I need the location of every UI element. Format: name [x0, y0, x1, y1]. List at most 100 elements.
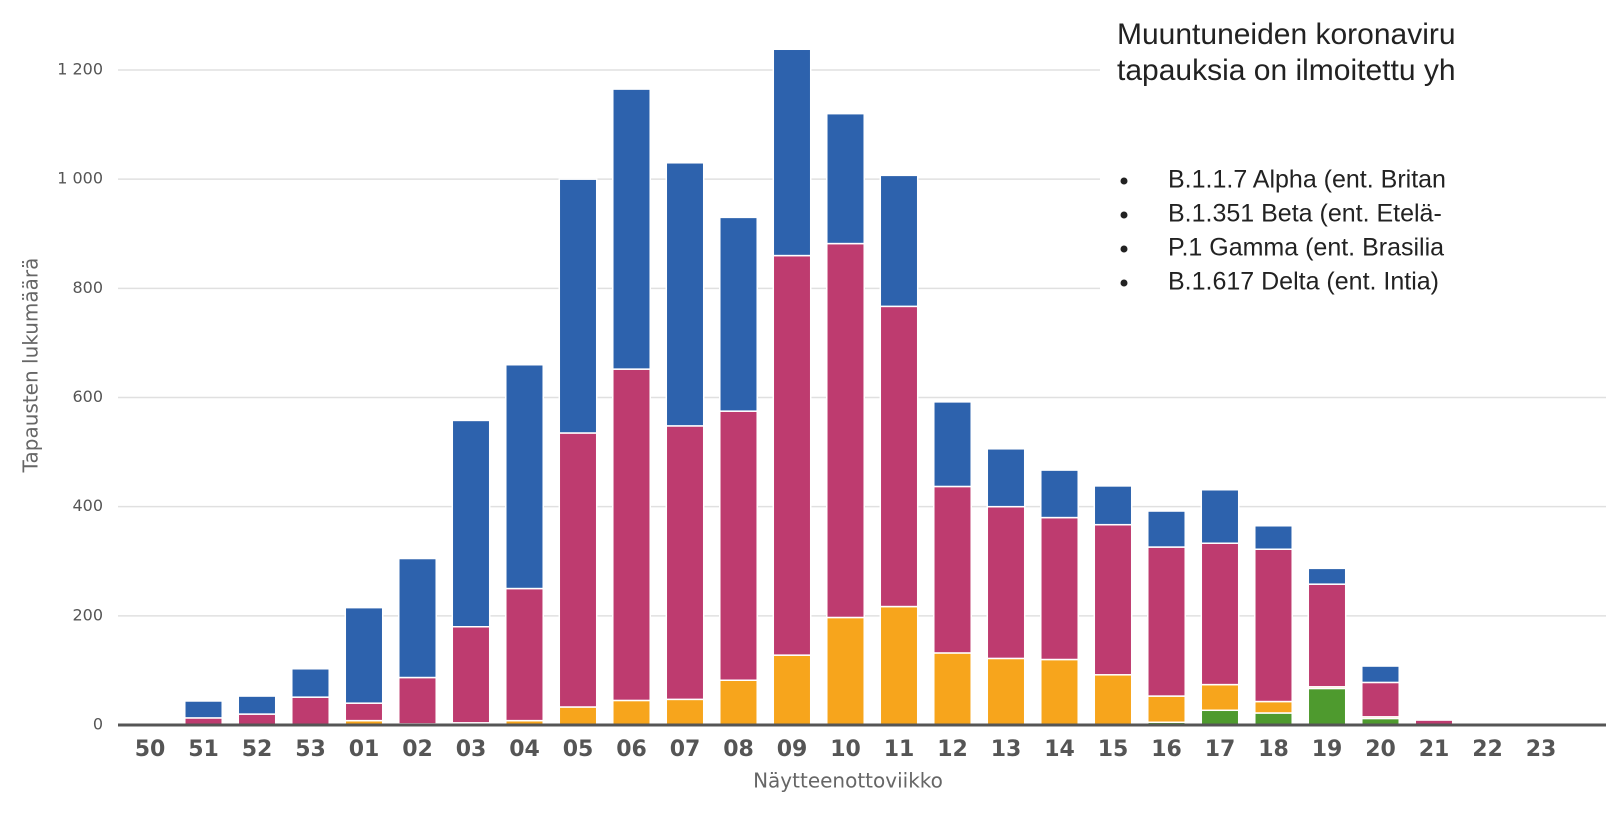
x-tick-label: 10: [830, 737, 861, 762]
bar-segment: [398, 557, 437, 679]
bar-segment: [879, 605, 919, 726]
x-tick-label: 06: [616, 737, 647, 762]
y-tick-label: 800: [72, 278, 103, 297]
bar-segment: [1200, 683, 1240, 712]
legend-item: B.1.351 Beta (ent. Etelä-: [1168, 200, 1442, 228]
bar-segment: [665, 698, 705, 726]
x-tick-label: 04: [509, 737, 540, 762]
y-tick-label: 200: [72, 605, 103, 624]
x-tick-label: 53: [295, 737, 326, 762]
annotation: tapauksia on ilmoitettu yh: [1117, 54, 1456, 87]
bar-segment: [237, 713, 277, 726]
bar-segment: [558, 706, 598, 726]
bar-segment: [1040, 516, 1079, 661]
bar-segment: [1200, 709, 1240, 726]
y-tick-label: 0: [93, 715, 103, 734]
x-tick-label: 20: [1365, 737, 1396, 762]
bar-segment: [291, 668, 330, 698]
bar-segment: [505, 364, 544, 590]
x-tick-label: 18: [1258, 737, 1289, 762]
bar-segment: [986, 505, 1026, 660]
legend-item: B.1.1.7 Alpha (ent. Britan: [1168, 166, 1446, 194]
bar-segment: [665, 425, 705, 701]
bar-segment: [879, 174, 919, 308]
bar-segment: [1254, 700, 1293, 714]
bar-segment: [558, 432, 598, 708]
legend-bullet: [1120, 279, 1128, 287]
bar-segment: [772, 48, 812, 257]
bar-segment: [879, 305, 919, 608]
bar-segment: [826, 242, 865, 619]
bar-segment: [986, 448, 1026, 508]
bar-segment: [344, 606, 384, 704]
x-tick-label: 09: [777, 737, 808, 762]
bar-segment: [291, 696, 330, 726]
x-tick-label: 16: [1151, 737, 1182, 762]
bar-segment: [933, 401, 972, 488]
annotation: Muuntuneiden koronaviru: [1117, 18, 1456, 51]
legend-bullet: [1120, 245, 1128, 253]
bar-segment: [612, 699, 651, 726]
x-tick-label: 19: [1312, 737, 1343, 762]
x-tick-label: 15: [1098, 737, 1129, 762]
bar-segment: [1361, 681, 1400, 718]
bar-segment: [1093, 674, 1133, 726]
x-tick-label: 07: [670, 737, 701, 762]
x-tick-label: 13: [991, 737, 1022, 762]
bar-segment: [1307, 687, 1347, 726]
x-tick-label: 51: [188, 737, 219, 762]
bar-segment: [558, 178, 598, 434]
bar-segment: [1254, 525, 1293, 550]
bar-segment: [1040, 658, 1079, 726]
bar-segment: [719, 410, 758, 681]
x-tick-label: 52: [242, 737, 273, 762]
bar-segment: [1254, 548, 1293, 703]
bar-segment: [1093, 485, 1133, 526]
bar-segment: [237, 695, 277, 715]
bar-segment: [344, 702, 384, 722]
x-tick-label: 03: [456, 737, 487, 762]
x-tick-label: 05: [563, 737, 594, 762]
bar-segment: [612, 368, 651, 702]
bar-segment: [1307, 583, 1347, 688]
bar-segment: [826, 616, 865, 726]
x-tick-label: 01: [349, 737, 380, 762]
bar-segment: [1093, 523, 1133, 676]
bar-segment: [986, 657, 1026, 726]
x-tick-label: 11: [884, 737, 915, 762]
bar-segment: [1040, 469, 1079, 519]
y-tick-label: 600: [72, 387, 103, 406]
x-tick-label: 12: [937, 737, 968, 762]
y-tick-label: 1 000: [57, 169, 103, 188]
bar-segment: [612, 88, 651, 370]
x-tick-label: 08: [723, 737, 754, 762]
bar-segment: [933, 652, 972, 726]
x-axis-label: Näytteenottoviikko: [753, 769, 943, 793]
bar-segment: [719, 216, 758, 412]
bar-segment: [1147, 510, 1186, 548]
legend-item: B.1.617 Delta (ent. Intia): [1168, 268, 1439, 296]
x-tick-label: 17: [1205, 737, 1236, 762]
bar-segment: [772, 654, 812, 726]
y-tick-label: 400: [72, 496, 103, 515]
bar-segment: [451, 419, 491, 628]
bar-segment: [1147, 546, 1186, 697]
bar-segment: [826, 112, 865, 245]
bar-segment: [665, 162, 705, 427]
bar-segment: [1361, 665, 1400, 684]
x-tick-label: 02: [402, 737, 433, 762]
x-tick-label: 22: [1472, 737, 1503, 762]
bar-segment: [772, 254, 812, 656]
bar-segment: [1147, 695, 1186, 724]
bar-segment: [184, 700, 223, 719]
legend-item: P.1 Gamma (ent. Brasilia: [1168, 234, 1444, 262]
bar-segment: [719, 679, 758, 726]
bar-segment: [398, 676, 437, 725]
bar-segment: [1254, 712, 1293, 726]
bar-segment: [1200, 542, 1240, 686]
x-tick-label: 23: [1526, 737, 1557, 762]
annotation-background: [1100, 0, 1606, 310]
bar-segment: [1200, 488, 1240, 544]
legend-bullet: [1120, 211, 1128, 219]
